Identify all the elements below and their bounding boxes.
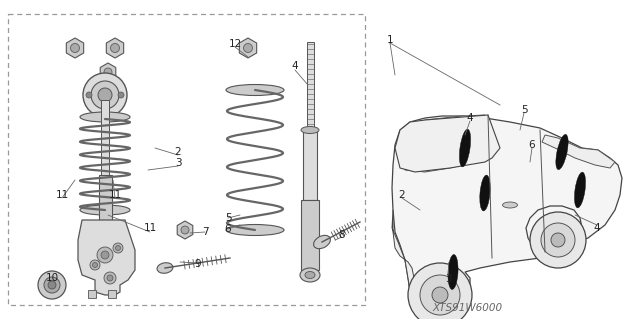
Text: 1: 1 [387,35,394,45]
Ellipse shape [556,134,568,170]
Circle shape [83,73,127,117]
Circle shape [86,92,92,98]
Text: 9: 9 [195,259,202,269]
Circle shape [38,271,66,299]
Ellipse shape [575,172,586,208]
Text: 10: 10 [45,273,59,283]
Text: 3: 3 [175,158,181,168]
Ellipse shape [300,268,320,282]
Text: 6: 6 [529,140,535,150]
Text: 7: 7 [202,227,208,237]
Polygon shape [542,135,615,168]
Circle shape [91,81,119,109]
Polygon shape [392,116,622,310]
Polygon shape [395,115,500,172]
Circle shape [98,88,112,102]
Circle shape [530,212,586,268]
Ellipse shape [460,129,470,167]
Ellipse shape [80,205,130,215]
Polygon shape [100,63,116,81]
Circle shape [70,43,79,53]
Polygon shape [106,38,124,58]
Text: 11: 11 [143,223,157,233]
Text: 8: 8 [339,230,346,240]
Text: 12: 12 [228,39,242,49]
Circle shape [97,247,113,263]
Circle shape [432,287,448,303]
Circle shape [420,275,460,315]
Text: 3: 3 [445,274,451,284]
Circle shape [551,233,565,247]
Bar [88,290,96,298]
Polygon shape [67,38,84,58]
Ellipse shape [314,235,330,249]
Circle shape [104,272,116,284]
Ellipse shape [226,225,284,235]
Circle shape [118,92,124,98]
Circle shape [408,263,472,319]
Circle shape [181,226,189,234]
Ellipse shape [502,202,518,208]
Text: 5: 5 [521,105,527,115]
Circle shape [113,243,123,253]
Polygon shape [392,210,414,290]
Bar [307,42,314,130]
Circle shape [541,223,575,257]
Text: 11: 11 [56,190,68,200]
Text: 2: 2 [399,190,405,200]
Circle shape [243,43,253,53]
Ellipse shape [305,271,315,278]
Circle shape [115,246,120,250]
Circle shape [104,68,112,76]
Bar [101,100,109,175]
Polygon shape [177,221,193,239]
Ellipse shape [80,112,130,122]
Polygon shape [78,220,135,295]
Text: 6: 6 [225,224,231,234]
Circle shape [48,281,56,289]
Polygon shape [400,115,488,172]
Circle shape [107,275,113,281]
Circle shape [111,43,120,53]
Circle shape [101,251,109,259]
Bar [8,14,365,305]
Ellipse shape [157,263,173,273]
Polygon shape [239,38,257,58]
Bar [301,200,319,270]
Ellipse shape [301,127,319,133]
Bar [108,290,116,298]
Text: 4: 4 [292,61,298,71]
Circle shape [90,260,100,270]
Text: 5: 5 [225,213,231,223]
Bar [99,175,111,260]
Ellipse shape [448,255,458,289]
Circle shape [44,277,60,293]
Ellipse shape [480,175,490,211]
Text: 2: 2 [175,147,181,157]
Text: XTS91W6000: XTS91W6000 [433,303,503,313]
Bar [303,130,317,200]
Text: 4: 4 [467,113,474,123]
Circle shape [93,263,97,268]
Text: 11: 11 [108,190,122,200]
Text: 4: 4 [594,223,600,233]
Ellipse shape [226,85,284,95]
